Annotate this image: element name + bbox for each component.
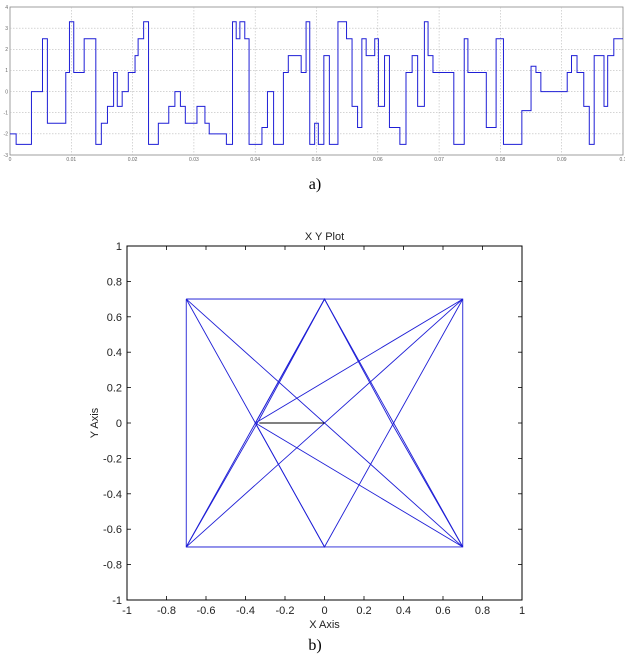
plot-b-y-tick-label: 0.2	[107, 383, 122, 395]
plot-b-x-tick-label: 0.8	[475, 605, 490, 617]
caption-a: a)	[308, 176, 322, 193]
plot-b-x-tick-label: -0.2	[276, 605, 295, 617]
plot-a-x-tick-label: 0.01	[66, 157, 76, 163]
plot-b-x-tick-label: 0.6	[435, 605, 450, 617]
plot-a-x-tick-label: 0.06	[373, 157, 383, 163]
plot-b-x-axis-label: X Axis	[309, 619, 340, 631]
plot-a-x-tick-label: 0.02	[128, 157, 138, 163]
plot-b-x-tick-label: 0	[321, 605, 327, 617]
caption-b: b)	[308, 637, 322, 654]
plot-a-x-tick-label: 0.04	[250, 157, 260, 163]
plot-b-y-tick-label: 0	[116, 418, 122, 430]
plot-b-title: X Y Plot	[305, 231, 344, 243]
plot-a-y-tick-label: 1	[5, 68, 8, 74]
plot-b-y-tick-label: 0.8	[107, 276, 122, 288]
plot-b-series-5	[186, 298, 326, 548]
plot-a-y-tick-label: 2	[5, 47, 8, 53]
plot-b-x-tick-label: -0.4	[236, 605, 255, 617]
plot-b-x-tick-label: -1	[122, 605, 132, 617]
plot-a-series-0	[10, 21, 623, 145]
plot-a-y-tick-label: -1	[4, 111, 9, 117]
plot-b-y-axis-label: Y Axis	[89, 407, 101, 438]
plot-a-y-tick-label: -2	[4, 132, 9, 138]
plot-b-x-tick-label: 1	[519, 605, 525, 617]
plot-a-y-tick-label: -3	[4, 153, 9, 159]
plot-b-x-tick-label: 0.4	[396, 605, 411, 617]
plot-b-y-tick-label: -0.4	[103, 489, 122, 501]
plot-b-y-tick-label: 0.6	[107, 312, 122, 324]
plot-b-x-tick-label: -0.8	[157, 605, 176, 617]
plot-a-x-tick-label: 0.03	[189, 157, 199, 163]
plot-a-x-tick-label: 0.09	[557, 157, 567, 163]
plot-a-x-tick-label: 0	[9, 157, 12, 163]
plot-b-y-tick-label: 0.4	[107, 347, 122, 359]
plot-a-y-tick-label: 0	[5, 89, 8, 95]
plot-b-y-tick-label: -0.2	[103, 453, 122, 465]
plot-a-y-tick-label: 3	[5, 26, 8, 32]
plot-b-x-tick-label: -0.6	[197, 605, 216, 617]
plot-a-x-tick-label: 0.08	[496, 157, 506, 163]
plot-b-y-tick-label: -0.6	[103, 524, 122, 536]
plot-a-y-tick-label: 4	[5, 5, 8, 11]
plot-b-y-tick-label: -1	[112, 595, 122, 607]
plot-b-y-tick-label: 1	[116, 241, 122, 253]
plot-b-y-tick-label: -0.8	[103, 560, 122, 572]
plot-b-x-tick-label: 0.2	[356, 605, 371, 617]
plot-a-x-tick-label: 0.1	[620, 157, 625, 163]
plot-a-x-tick-label: 0.05	[312, 157, 322, 163]
plot-a-x-tick-label: 0.07	[434, 157, 444, 163]
